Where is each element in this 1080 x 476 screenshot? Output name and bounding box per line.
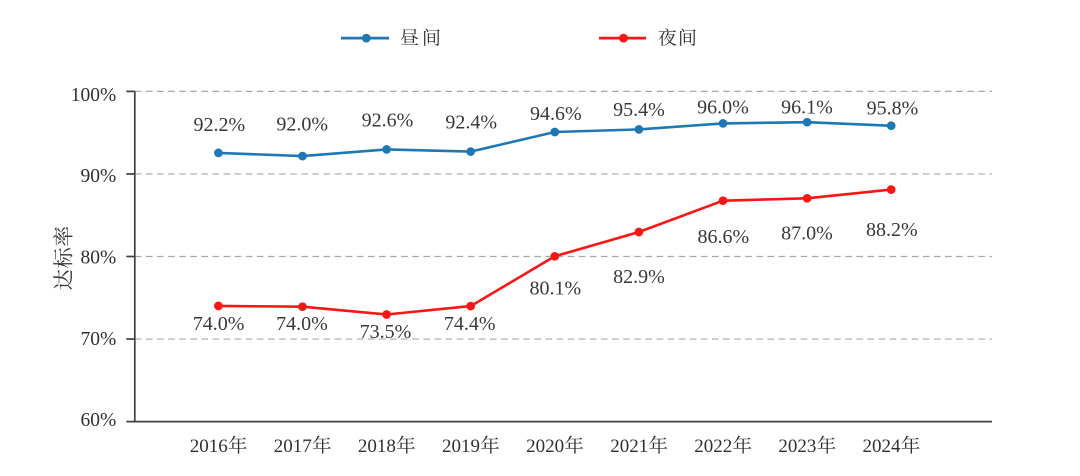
- svg-text:82.9%: 82.9%: [613, 266, 665, 288]
- svg-text:2023: 2023: [778, 436, 816, 457]
- svg-text:80.1%: 80.1%: [529, 277, 581, 299]
- svg-text:2022: 2022: [694, 436, 732, 457]
- svg-text:90%: 90%: [80, 166, 116, 187]
- svg-text:96.0%: 96.0%: [697, 97, 749, 119]
- svg-text:60%: 60%: [80, 410, 116, 431]
- svg-text:73.5%: 73.5%: [360, 321, 412, 343]
- svg-text:95.8%: 95.8%: [867, 97, 919, 119]
- svg-text:2017: 2017: [274, 436, 312, 457]
- svg-text:2020: 2020: [526, 436, 564, 457]
- svg-text:92.0%: 92.0%: [276, 114, 328, 136]
- svg-text:87.0%: 87.0%: [781, 223, 833, 245]
- svg-text:96.1%: 96.1%: [781, 97, 833, 119]
- svg-text:88.2%: 88.2%: [866, 219, 918, 241]
- svg-text:92.2%: 92.2%: [193, 114, 245, 136]
- svg-text:80%: 80%: [80, 247, 116, 268]
- svg-text:2019: 2019: [442, 436, 480, 457]
- svg-text:74.0%: 74.0%: [193, 313, 245, 335]
- svg-text:95.4%: 95.4%: [613, 99, 665, 121]
- svg-text:100%: 100%: [71, 85, 117, 106]
- svg-text:2024: 2024: [863, 436, 902, 457]
- svg-text:92.4%: 92.4%: [445, 111, 497, 133]
- svg-text:94.6%: 94.6%: [530, 103, 582, 125]
- svg-text:74.4%: 74.4%: [444, 313, 496, 335]
- svg-text:86.6%: 86.6%: [697, 226, 749, 248]
- svg-text:2016: 2016: [190, 436, 228, 457]
- svg-text:70%: 70%: [80, 329, 116, 350]
- svg-text:92.6%: 92.6%: [362, 110, 414, 132]
- svg-text:2021: 2021: [610, 436, 648, 457]
- svg-text:2018: 2018: [358, 436, 396, 457]
- svg-text:74.0%: 74.0%: [276, 313, 328, 335]
